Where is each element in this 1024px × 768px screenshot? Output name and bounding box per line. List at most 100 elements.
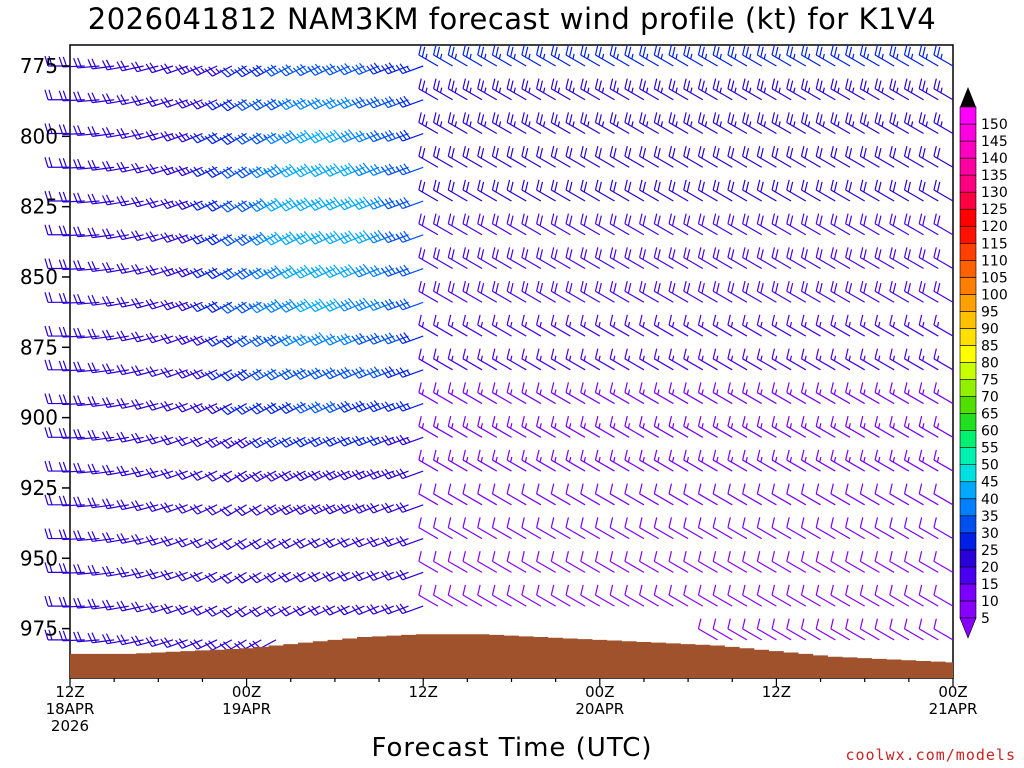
barb-full [340,199,349,209]
barb-full [554,249,558,260]
barb-full [727,44,731,56]
barb-full [73,125,79,136]
wind-barb [447,280,468,303]
wind-barb [145,298,174,310]
wind-barb [609,382,630,405]
barb-full [506,584,511,596]
barb-full [355,165,363,175]
wind-barb [381,536,409,547]
wind-barb [550,247,571,270]
wind-barb [580,44,601,67]
barb-full [933,280,937,292]
barb-half [259,439,265,445]
wind-barb [889,112,910,135]
barb-full [447,247,452,258]
barb-half [892,355,896,361]
wind-barb [815,247,836,270]
barb-full [48,595,53,607]
wind-barb [830,551,851,573]
barb-shaft [786,493,807,506]
wind-barb [933,44,954,67]
colorbar-swatch [959,464,977,483]
barb-full [565,449,570,461]
barb-full [73,395,79,406]
barb-full [278,506,287,516]
barb-half [406,437,411,443]
barb-full [120,431,127,442]
barb-full [120,195,127,206]
barb-full [48,224,53,235]
barb-full [252,269,261,278]
barb-full [395,199,404,209]
wind-barb [594,348,615,371]
wind-barb [903,280,924,303]
barb-half [745,355,748,361]
barb-full [234,204,243,213]
wind-barb [307,504,336,515]
barb-full [800,78,805,89]
barb-full [771,449,776,461]
wind-barb [395,298,424,311]
barb-full [73,193,79,204]
wind-barb [381,502,409,514]
barb-full [859,179,864,191]
barb-full [830,280,834,292]
wind-barb [521,551,542,573]
barb-shaft [609,527,630,540]
barb-half [451,423,454,429]
wind-barb [565,584,586,607]
barb-shaft [624,493,645,506]
barb-full [465,215,470,226]
barb-full [889,348,893,359]
barb-full [833,46,838,58]
colorbar-swatch [959,583,977,602]
barb-full [325,132,334,142]
barb-half [730,389,734,395]
barb-full [311,571,320,581]
barb-full [48,629,53,641]
barb-half [377,438,382,443]
barb-full [325,233,334,243]
x-tick-label: 00Z [938,683,967,701]
barb-full [845,145,849,157]
wind-barb [668,483,689,506]
wind-barb [742,382,762,405]
barb-full [565,483,570,494]
barb-half [675,53,678,60]
wind-barb [933,449,954,472]
barb-full [756,314,761,326]
wind-barb [131,230,159,242]
wind-barb [594,517,615,540]
barb-full [263,405,272,415]
barb-full [477,78,481,89]
wind-barb [800,78,821,101]
wind-barb [712,449,733,472]
barb-full [697,179,702,191]
colorbar-swatch [959,379,977,397]
barb-full [536,44,540,56]
barb-full [149,366,157,376]
barb-half [716,456,719,463]
barb-full [149,96,157,106]
barb-full [845,416,849,427]
barb-full [565,416,570,427]
wind-barb [815,517,836,540]
barb-full [160,301,168,311]
barb-full [918,247,923,258]
barb-full [248,136,258,145]
wind-barb [521,314,542,337]
wind-barb [771,382,792,405]
barb-full [322,134,330,143]
barb-full [609,112,614,123]
barb-full [281,167,290,176]
barb-shaft [698,527,718,540]
barb-full [370,435,378,445]
barb-full [248,169,258,179]
wind-barb [800,618,821,641]
barb-full [270,165,279,175]
wind-barb [903,348,924,371]
barb-half [642,423,645,429]
colorbar-label: 20 [981,560,999,576]
barb-full [639,382,643,393]
wind-barb [87,396,115,408]
